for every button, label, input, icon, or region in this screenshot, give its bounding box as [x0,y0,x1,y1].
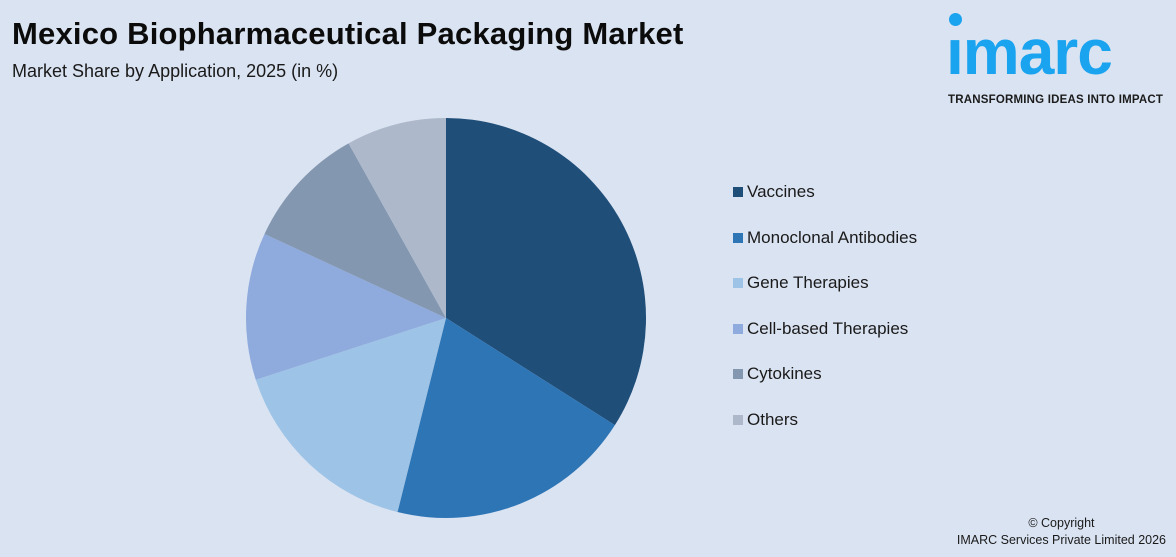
legend-label: Cell-based Therapies [747,318,909,338]
legend-swatch-icon [733,369,743,379]
pie-slice-others [348,118,446,318]
legend-swatch-icon [733,232,743,243]
legend-item-monoclonal-antibodies: Monoclonal Antibodies [733,228,917,248]
pie-slice-cell-based-therapies [245,233,446,380]
legend-label: Others [747,409,799,429]
logo-dot-icon [949,13,962,26]
legend-label: Monoclonal Antibodies [747,227,918,247]
pie-slice-cytokines [264,143,446,318]
pie-slice-monoclonal-antibodies [397,318,615,519]
chart-legend: Vaccines Monoclonal Antibodies Gene Ther… [733,182,917,455]
legend-item-others: Others [733,410,917,430]
legend-swatch-icon [733,323,743,334]
legend-item-cytokines: Cytokines [733,364,917,384]
legend-label: Gene Therapies [747,273,869,292]
copyright-line-1: © Copyright [1028,516,1095,530]
chart-title: Mexico Biopharmaceutical Packaging Marke… [12,16,684,51]
chart-subtitle: Market Share by Application, 2025 (in %) [12,61,339,81]
legend-swatch-icon [733,414,743,425]
legend-swatch-icon [733,278,743,288]
pie-slice-gene-therapies [255,318,446,513]
legend-item-gene-therapies: Gene Therapies [733,273,917,293]
pie-slice-vaccines [446,118,647,426]
logo-wordmark: ımarc [946,16,1113,88]
legend-swatch-icon [733,187,743,197]
copyright-line-2: IMARC Services Private Limited 2026 [956,533,1166,547]
copyright-notice: © Copyright IMARC Services Private Limit… [957,515,1166,549]
legend-label: Vaccines [747,182,815,201]
legend-item-cell-based-therapies: Cell-based Therapies [733,319,917,339]
logo-tagline: TRANSFORMING IDEAS INTO IMPACT [948,94,1164,106]
imarc-logo: ımarc TRANSFORMING IDEAS INTO IMPACT [944,12,1172,108]
legend-item-vaccines: Vaccines [733,182,917,202]
legend-label: Cytokines [747,364,822,383]
